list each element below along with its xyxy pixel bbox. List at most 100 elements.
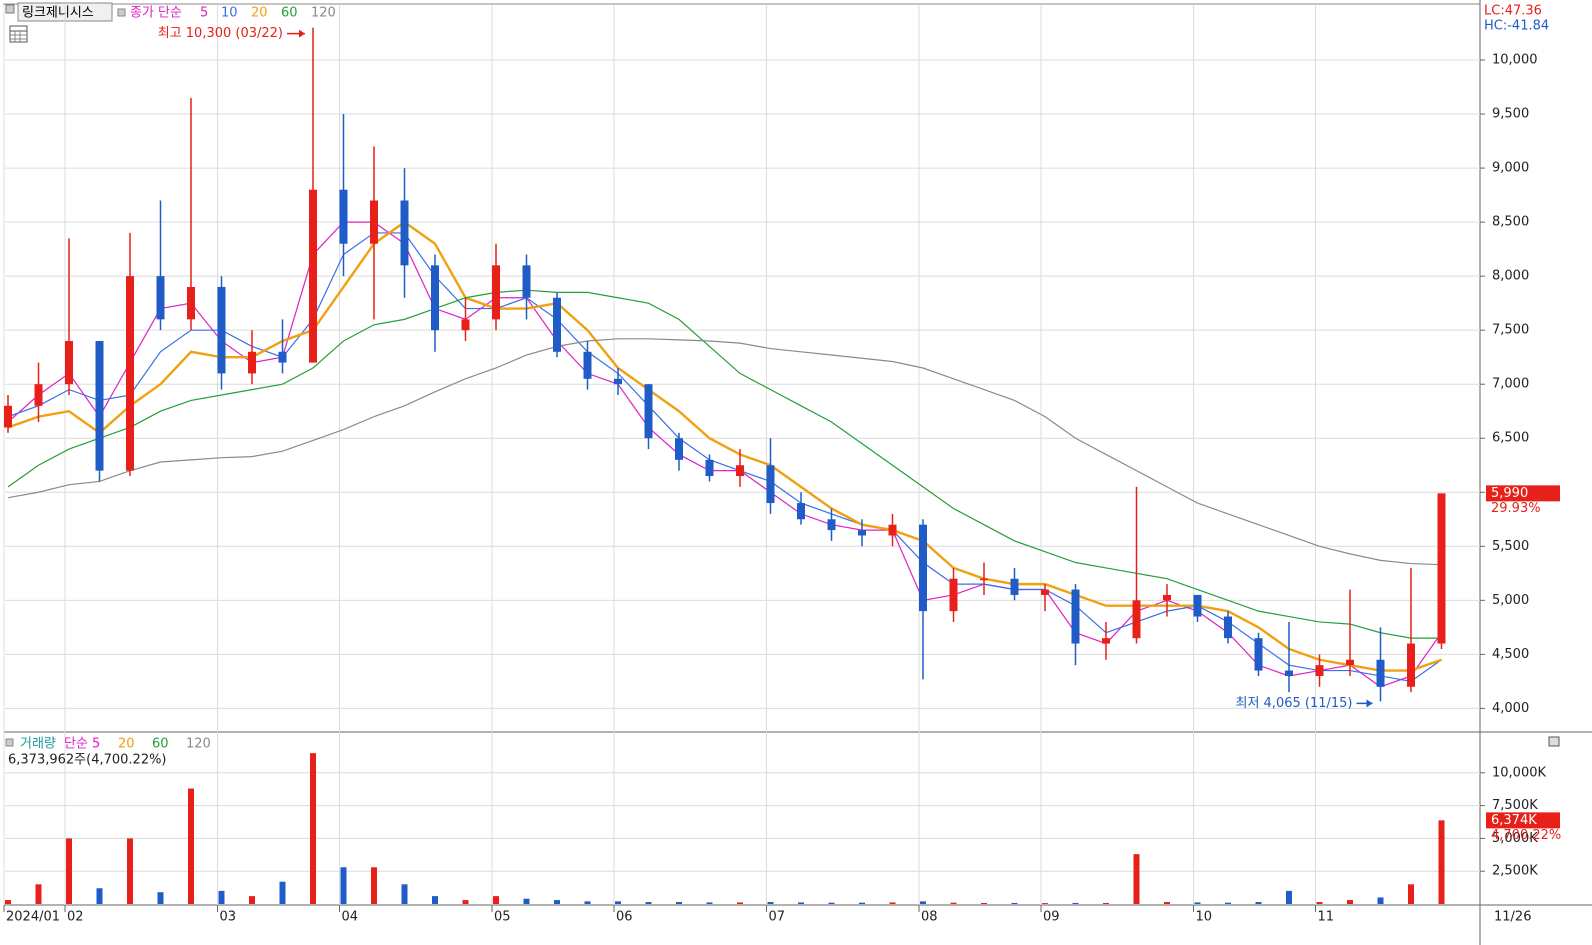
last-volume-label: 6,374K <box>1491 813 1537 828</box>
volume-bar <box>554 900 560 904</box>
candle-body <box>492 265 500 320</box>
x-tick-label: 10 <box>1196 910 1213 925</box>
volume-bar <box>1072 902 1079 904</box>
candle-body <box>1193 594 1202 617</box>
candle-body <box>1437 493 1446 644</box>
volume-bar <box>737 902 743 904</box>
low-annotation: 최저 4,065 (11/15) <box>1235 696 1352 711</box>
y-tick-label: 5,000 <box>1492 593 1529 608</box>
candle-body <box>797 503 805 520</box>
volume-bar <box>950 902 957 904</box>
candle-body <box>309 189 317 363</box>
candle-body <box>1254 638 1263 671</box>
volume-bar <box>1255 902 1262 904</box>
volume-legend-entry: 단순 5 <box>64 737 100 752</box>
ma-line <box>7 232 1442 683</box>
ma-line <box>7 338 1442 566</box>
volume-legend-entry: 60 <box>152 737 169 752</box>
legend-entry: 20 <box>251 6 268 21</box>
ma-line <box>7 220 1442 672</box>
y-tick-label: 2,500K <box>1492 864 1538 879</box>
x-tick-label: 07 <box>769 910 786 925</box>
candle-body <box>4 405 12 428</box>
volume-bar <box>1316 902 1323 904</box>
candle-body <box>949 578 958 612</box>
volume-bar <box>676 902 682 904</box>
volume-icon <box>5 738 14 747</box>
volume-bar <box>340 867 347 904</box>
close-panel-button[interactable] <box>1548 736 1560 747</box>
candle-body <box>766 465 775 504</box>
volume-bar <box>157 892 164 904</box>
candle-body <box>1071 589 1080 644</box>
candle-body <box>370 200 378 244</box>
volume-bar <box>828 902 835 904</box>
candle-body <box>1407 643 1415 687</box>
y-tick-label: 9,000 <box>1492 161 1529 176</box>
volume-bar <box>523 898 530 904</box>
panel-icon[interactable] <box>5 4 15 14</box>
high-annotation: 최고 10,300 (03/22) <box>158 26 283 41</box>
candle-body <box>126 276 134 471</box>
candle-body <box>187 286 195 320</box>
last-price-box <box>1486 485 1560 502</box>
chart-title: 링크제니시스 <box>22 6 94 21</box>
stat-label: LC:47.36 <box>1484 4 1542 19</box>
volume-legend-entry: 20 <box>118 737 135 752</box>
volume-bar <box>706 902 713 904</box>
volume-bar <box>249 896 255 904</box>
candle-body <box>1346 659 1354 666</box>
volume-bar <box>279 881 286 904</box>
volume-bar <box>1377 897 1384 904</box>
candle-body <box>583 351 592 379</box>
legend-entry: 120 <box>311 6 336 21</box>
volume-bar <box>1103 902 1109 904</box>
volume-bar <box>1164 902 1170 904</box>
volume-bar <box>920 901 926 904</box>
volume-bar <box>5 900 11 904</box>
last-volume-box <box>1486 812 1560 829</box>
volume-bar <box>859 902 865 904</box>
x-tick-label: 04 <box>342 910 359 925</box>
candle-body <box>156 276 165 320</box>
legend-entry: 60 <box>281 6 298 21</box>
y-tick-label: 7,500K <box>1492 798 1538 813</box>
candle-body <box>1315 665 1324 676</box>
volume-bar <box>66 838 72 904</box>
candle-body <box>614 378 622 385</box>
y-tick-label: 6,500 <box>1492 431 1529 446</box>
y-tick-label: 8,500 <box>1492 215 1529 230</box>
ma-line <box>7 221 1442 688</box>
y-tick-label: 5,000K <box>1492 831 1538 846</box>
x-tick-label: 2024/01 <box>6 910 60 925</box>
candle-body <box>644 384 653 439</box>
candle-body <box>1041 589 1049 595</box>
volume-bar <box>1194 902 1201 904</box>
y-tick-label: 7,000 <box>1492 377 1529 392</box>
candle-body <box>980 578 988 581</box>
candle-body <box>1285 670 1293 676</box>
legend-entry: 10 <box>221 6 238 21</box>
y-tick-label: 5,500 <box>1492 539 1529 554</box>
volume-bar <box>127 838 133 904</box>
y-tick-label: 7,500 <box>1492 323 1529 338</box>
y-tick-label: 4,500 <box>1492 647 1529 662</box>
y-tick-label: 10,000 <box>1492 53 1538 68</box>
volume-bar <box>584 901 591 904</box>
calendar-icon[interactable] <box>9 25 28 43</box>
last-price-label: 5,990 <box>1491 486 1528 501</box>
high-arrow-head <box>299 29 305 38</box>
candle-body <box>461 319 470 331</box>
candle-body <box>248 351 256 374</box>
x-tick-label: 11 <box>1318 910 1335 925</box>
candle-body <box>888 524 897 536</box>
candle-body <box>827 519 836 531</box>
legend-prefix: 종가 단순 <box>130 6 182 21</box>
volume-bar <box>889 902 896 904</box>
volume-bar <box>1225 902 1231 904</box>
volume-bar <box>1042 903 1048 904</box>
volume-bar <box>1408 884 1414 904</box>
candle-body <box>431 265 439 331</box>
candle-body <box>95 340 104 471</box>
